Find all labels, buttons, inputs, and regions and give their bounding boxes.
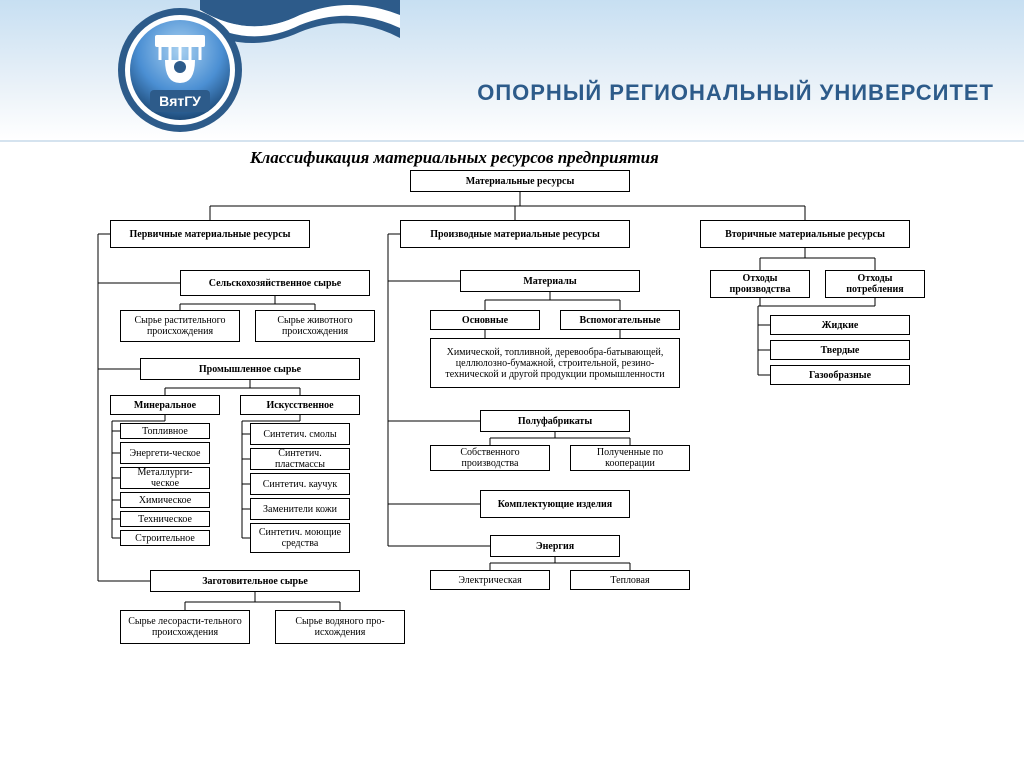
university-logo: ВятГУ [115,5,245,135]
node-min1: Топливное [120,423,210,439]
node-liquid: Жидкие [770,315,910,335]
node-energy: Энергия [490,535,620,557]
university-title: ОПОРНЫЙ РЕГИОНАЛЬНЫЙ УНИВЕРСИТЕТ [477,80,994,106]
node-art3: Синтетич. каучук [250,473,350,495]
node-solid: Твердые [770,340,910,360]
node-animal: Сырье животного происхождения [255,310,375,342]
node-heat: Тепловая [570,570,690,590]
slide-title: Классификация материальных ресурсов пред… [250,148,659,168]
node-agri: Сельскохозяйственное сырье [180,270,370,296]
node-coop: Полученные по кооперации [570,445,690,471]
node-procure: Заготовительное сырье [150,570,360,592]
node-waste_cons: Отходы потребления [825,270,925,298]
slide-header: ВятГУ ОПОРНЫЙ РЕГИОНАЛЬНЫЙ УНИВЕРСИТЕТ [0,0,1024,142]
classification-diagram: Материальные ресурсы Первичные материальн… [80,170,960,760]
node-min3: Металлурги-ческое [120,467,210,489]
node-art4: Заменители кожи [250,498,350,520]
node-gas: Газообразные [770,365,910,385]
node-art2: Синтетич. пластмассы [250,448,350,470]
node-water: Сырье водяного про-исхождения [275,610,405,644]
node-waste_prod: Отходы производства [710,270,810,298]
node-aux: Вспомогательные [560,310,680,330]
node-forest: Сырье лесорасти-тельного происхождения [120,610,250,644]
logo-text: ВятГУ [159,93,201,109]
node-min6: Строительное [120,530,210,546]
node-production: Производные материальные ресурсы [400,220,630,248]
node-elec: Электрическая [430,570,550,590]
node-min4: Химическое [120,492,210,508]
node-indust: Промышленное сырье [140,358,360,380]
node-materials: Материалы [460,270,640,292]
node-min2: Энергети-ческое [120,442,210,464]
node-primary: Первичные материальные ресурсы [110,220,310,248]
node-artificial: Искусственное [240,395,360,415]
node-root: Материальные ресурсы [410,170,630,192]
node-main: Основные [430,310,540,330]
node-art1: Синтетич. смолы [250,423,350,445]
node-semi: Полуфабрикаты [480,410,630,432]
node-matdesc: Химической, топливной, деревообра-батыва… [430,338,680,388]
node-plant: Сырье растительного происхождения [120,310,240,342]
node-mineral: Минеральное [110,395,220,415]
node-art5: Синтетич. моющие средства [250,523,350,553]
node-compl: Комплектующие изделия [480,490,630,518]
node-own: Собственного производства [430,445,550,471]
node-min5: Техническое [120,511,210,527]
node-secondary: Вторичные материальные ресурсы [700,220,910,248]
